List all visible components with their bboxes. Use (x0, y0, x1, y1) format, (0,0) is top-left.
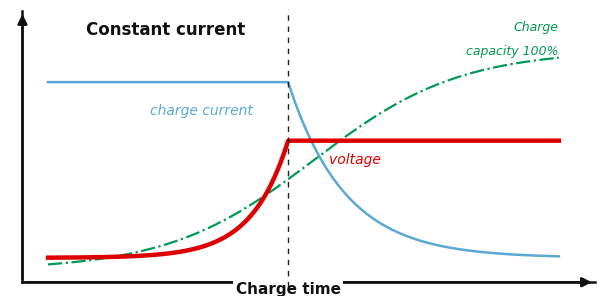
Text: Charge: Charge (514, 21, 559, 34)
Text: voltage: voltage (329, 153, 381, 167)
Text: Charge time: Charge time (236, 282, 341, 296)
Text: capacity 100%: capacity 100% (466, 46, 559, 59)
Text: Constant current: Constant current (86, 21, 245, 39)
Text: charge current: charge current (150, 104, 253, 118)
